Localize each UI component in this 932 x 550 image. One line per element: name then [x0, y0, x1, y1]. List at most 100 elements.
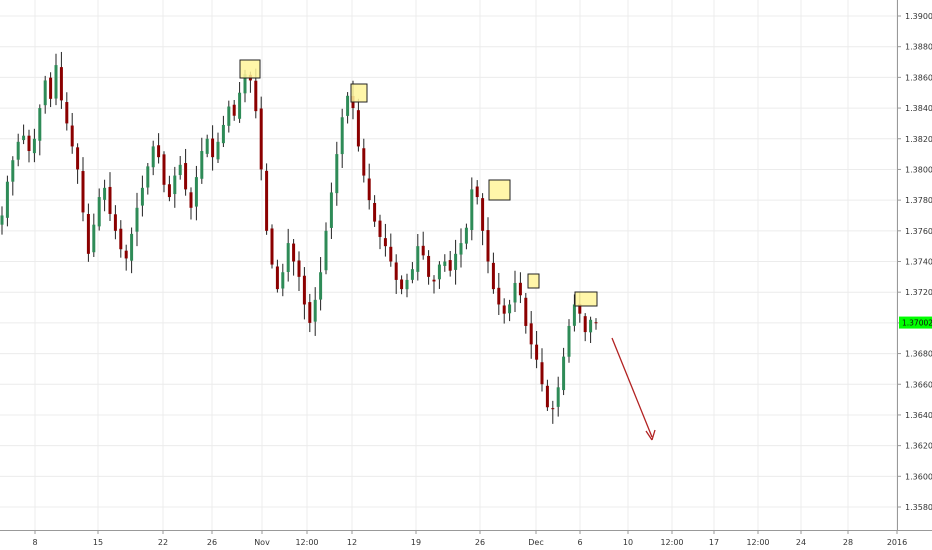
- candle-body: [427, 255, 431, 277]
- candle-body: [0, 215, 4, 225]
- candle-body: [200, 151, 204, 179]
- candle-body: [54, 65, 58, 99]
- x-tick-label: 19: [411, 538, 421, 547]
- x-tick-label: 12:00: [660, 538, 683, 547]
- y-tick-label: 1.36800: [905, 350, 932, 359]
- candle-body: [146, 166, 150, 188]
- candle-body: [38, 108, 42, 141]
- y-tick-label: 1.37400: [905, 258, 932, 267]
- candle-body: [502, 305, 506, 314]
- y-tick-label: 1.36400: [905, 411, 932, 420]
- candle-body: [49, 77, 53, 99]
- candle-body: [281, 272, 285, 289]
- candle-body: [157, 145, 161, 158]
- candle-body: [5, 181, 9, 218]
- candle-body: [383, 238, 387, 247]
- candle-body: [189, 192, 193, 208]
- candle-body: [362, 148, 366, 176]
- candle-body: [265, 170, 269, 231]
- candle-body: [594, 322, 598, 324]
- candle-body: [243, 74, 247, 94]
- candle-body: [410, 269, 414, 280]
- candle-body: [308, 302, 312, 323]
- candle-body: [567, 325, 571, 357]
- candle-body: [578, 303, 582, 314]
- candle-body: [259, 108, 263, 170]
- candle-body: [459, 243, 463, 255]
- x-tick-label: 26: [207, 538, 217, 547]
- y-tick-label: 1.38000: [905, 165, 932, 174]
- candle-body: [211, 138, 215, 158]
- candle-body: [286, 243, 290, 272]
- candle-body: [529, 323, 533, 345]
- candle-body: [324, 230, 328, 271]
- candle-body: [551, 408, 555, 410]
- candle-body: [470, 189, 474, 230]
- candle-body: [173, 175, 177, 195]
- candle-body: [43, 80, 47, 106]
- candle-body: [405, 279, 409, 290]
- y-tick-label: 1.37800: [905, 196, 932, 205]
- candle-body: [313, 299, 317, 322]
- highlight-box: [350, 83, 368, 103]
- candle-body: [113, 214, 117, 231]
- x-tick-label: 28: [843, 538, 853, 547]
- candle-body: [103, 187, 107, 200]
- candle-body: [545, 385, 549, 408]
- candle-body: [421, 245, 425, 256]
- candle-body: [227, 106, 231, 126]
- highlight-box: [574, 291, 598, 307]
- trend-arrow: [611, 337, 656, 441]
- candle-body: [16, 141, 20, 160]
- candle-body: [572, 304, 576, 326]
- y-tick-label: 1.36200: [905, 442, 932, 451]
- candle-body: [81, 171, 85, 213]
- candle-body: [108, 186, 112, 214]
- candle-body: [216, 141, 220, 160]
- candle-body: [297, 260, 301, 277]
- x-tick-label: Dec: [528, 538, 543, 547]
- candle-body: [416, 246, 420, 272]
- highlight-box: [527, 273, 540, 289]
- highlight-box: [239, 59, 261, 79]
- candle-body: [32, 138, 36, 154]
- x-tick-label: 12:00: [295, 538, 318, 547]
- candle-body: [92, 224, 96, 253]
- candle-body: [178, 164, 182, 176]
- candle-body: [76, 147, 80, 170]
- candle-body: [432, 279, 436, 282]
- y-tick-label: 1.38600: [905, 73, 932, 82]
- candle-body: [464, 227, 468, 244]
- candle-body: [475, 186, 479, 198]
- candle-body: [454, 253, 458, 270]
- arrow-shaft: [611, 337, 653, 438]
- candle-body: [135, 207, 139, 232]
- candle-body: [524, 297, 528, 326]
- x-tick-label: 6: [577, 538, 582, 547]
- candle-body: [356, 110, 360, 147]
- candle-body: [27, 135, 31, 152]
- candle-body: [540, 362, 544, 385]
- candle-body: [194, 177, 198, 207]
- y-tick-label: 1.36000: [905, 472, 932, 481]
- highlight-boxes: [239, 59, 598, 307]
- candle-body: [130, 233, 134, 261]
- candle-body: [367, 178, 371, 201]
- candle-body: [513, 282, 517, 303]
- x-tick-label: 12:00: [746, 538, 769, 547]
- x-tick-label: 17: [709, 538, 719, 547]
- candle-body: [319, 272, 323, 300]
- candle-body: [124, 250, 128, 259]
- candle-body: [238, 92, 242, 119]
- y-tick-label: 1.37200: [905, 288, 932, 297]
- candle-body: [497, 287, 501, 305]
- candle-body: [292, 243, 296, 262]
- candle-body: [65, 102, 69, 124]
- candle-body: [589, 319, 593, 333]
- current-price-tag: [899, 316, 932, 329]
- candle-body: [270, 228, 274, 265]
- candle-body: [86, 214, 90, 254]
- x-tick-label: 15: [93, 538, 103, 547]
- candle-body: [378, 220, 382, 237]
